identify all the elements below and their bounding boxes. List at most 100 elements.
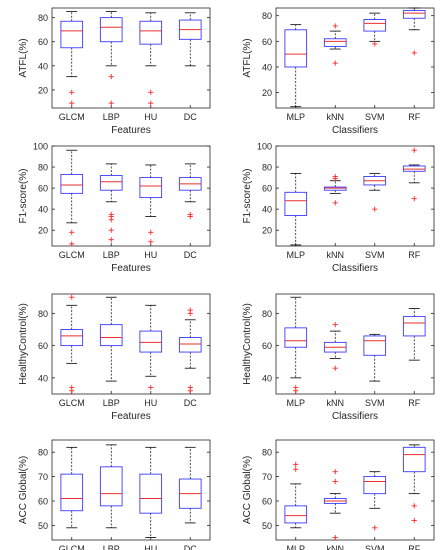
x-tick-label: GLCM	[59, 250, 85, 260]
box-iqr	[139, 473, 163, 514]
box-iqr	[402, 10, 426, 19]
x-tick-label: kNN	[327, 544, 345, 550]
outlier-marker	[148, 384, 154, 391]
y-axis-label: F1-score(%)	[18, 168, 29, 223]
x-tick-label: HU	[144, 398, 157, 408]
outlier-marker	[411, 517, 417, 524]
y-tick-label: 40	[262, 205, 272, 215]
x-axis-label: Classifiers	[332, 411, 378, 422]
y-tick-label: 40	[262, 62, 272, 72]
y-tick-label: 80	[262, 448, 272, 458]
chart-panel-1: 20 40 60 80 GLCM LBP HU DC ATFL(%) Features	[18, 7, 211, 136]
box-iqr	[60, 473, 84, 512]
box-iqr	[139, 177, 163, 199]
x-tick-label: LBP	[103, 544, 120, 550]
y-tick-label: 80	[38, 309, 48, 319]
outlier-marker	[148, 229, 154, 235]
outlier-marker	[108, 227, 114, 233]
box-iqr	[99, 175, 123, 191]
outlier-marker	[69, 241, 75, 247]
box-iqr	[284, 505, 308, 524]
y-axis-label: ATFL(%)	[18, 38, 29, 77]
y-tick-label: 60	[38, 37, 48, 47]
box-iqr	[99, 466, 123, 507]
y-tick-label: 100	[33, 142, 48, 152]
y-tick-label: 60	[262, 341, 272, 351]
x-tick-label: DC	[184, 398, 197, 408]
plot-area	[51, 439, 211, 541]
chart-panel-2: 20 40 60 80 MLP kNN SVM RF ATFL(%) Classifiers	[242, 7, 435, 136]
x-tick-label: GLCM	[59, 112, 85, 122]
outlier-marker	[69, 89, 75, 95]
x-tick-label: MLP	[286, 544, 305, 550]
box-iqr	[139, 330, 163, 353]
y-tick-label: 60	[262, 37, 272, 47]
outlier-marker	[332, 176, 338, 182]
outlier-marker	[108, 217, 114, 223]
x-tick-label: RF	[408, 398, 420, 408]
y-tick-label: 80	[262, 163, 272, 173]
x-tick-label: HU	[144, 250, 157, 260]
x-tick-label: kNN	[327, 398, 345, 408]
x-tick-label: LBP	[103, 250, 120, 260]
plot-area	[51, 145, 211, 247]
box-iqr	[323, 38, 347, 47]
outlier-marker	[332, 478, 338, 485]
y-axis-label: HealthyControl(%)	[18, 303, 29, 385]
outlier-marker	[69, 294, 75, 300]
x-tick-label: LBP	[103, 398, 120, 408]
box-iqr	[99, 17, 123, 43]
x-tick-label: SVM	[365, 398, 385, 408]
y-tick-label: 80	[262, 309, 272, 319]
box-iqr	[402, 316, 426, 337]
outlier-marker	[108, 74, 114, 80]
x-tick-label: MLP	[286, 250, 305, 260]
y-tick-label: 40	[38, 205, 48, 215]
outlier-marker	[148, 239, 154, 245]
box-iqr	[178, 337, 202, 353]
outlier-marker	[372, 41, 378, 47]
x-tick-label: DC	[184, 544, 197, 550]
y-tick-label: 60	[262, 184, 272, 194]
box-iqr	[363, 335, 387, 356]
y-tick-label: 20	[38, 226, 48, 236]
x-tick-label: RF	[408, 544, 420, 550]
y-tick-label: 40	[38, 373, 48, 383]
box-iqr	[99, 324, 123, 347]
y-axis-label: ACC Global(%)	[18, 456, 29, 524]
y-tick-label: 60	[38, 496, 48, 506]
outlier-marker	[69, 388, 75, 394]
y-tick-label: 20	[262, 226, 272, 236]
y-tick-label: 60	[38, 184, 48, 194]
outlier-marker	[148, 100, 154, 106]
y-tick-label: 80	[38, 448, 48, 458]
outlier-marker	[332, 200, 338, 206]
plot-area	[275, 293, 435, 395]
x-tick-label: HU	[144, 112, 157, 122]
box-iqr	[60, 329, 84, 347]
chart-panel-4: 20 40 60 80 100 MLP kNN SVM RF F1-score(%) Classif…	[242, 142, 435, 274]
outlier-marker	[293, 388, 299, 394]
outlier-marker	[411, 196, 417, 202]
y-tick-label: 80	[38, 163, 48, 173]
outlier-marker	[411, 147, 417, 153]
x-tick-label: HU	[144, 544, 157, 550]
x-tick-label: kNN	[327, 250, 345, 260]
chart-panel-5: 40 60 80 GLCM LBP HU DC HealthyControl(%) Featur…	[18, 293, 211, 422]
plot-area	[51, 7, 211, 109]
y-tick-label: 70	[262, 472, 272, 482]
x-axis-label: Classifiers	[332, 125, 378, 136]
outlier-marker	[372, 525, 378, 531]
y-tick-label: 20	[262, 88, 272, 98]
outlier-marker	[69, 229, 75, 235]
outlier-marker	[332, 469, 338, 475]
box-iqr	[323, 186, 347, 191]
x-axis-label: Classifiers	[332, 263, 378, 274]
x-tick-label: kNN	[327, 112, 345, 122]
outlier-marker	[187, 213, 193, 220]
outlier-marker	[332, 322, 338, 328]
x-tick-label: GLCM	[59, 398, 85, 408]
y-tick-label: 20	[38, 85, 48, 95]
y-tick-label: 40	[38, 61, 48, 71]
